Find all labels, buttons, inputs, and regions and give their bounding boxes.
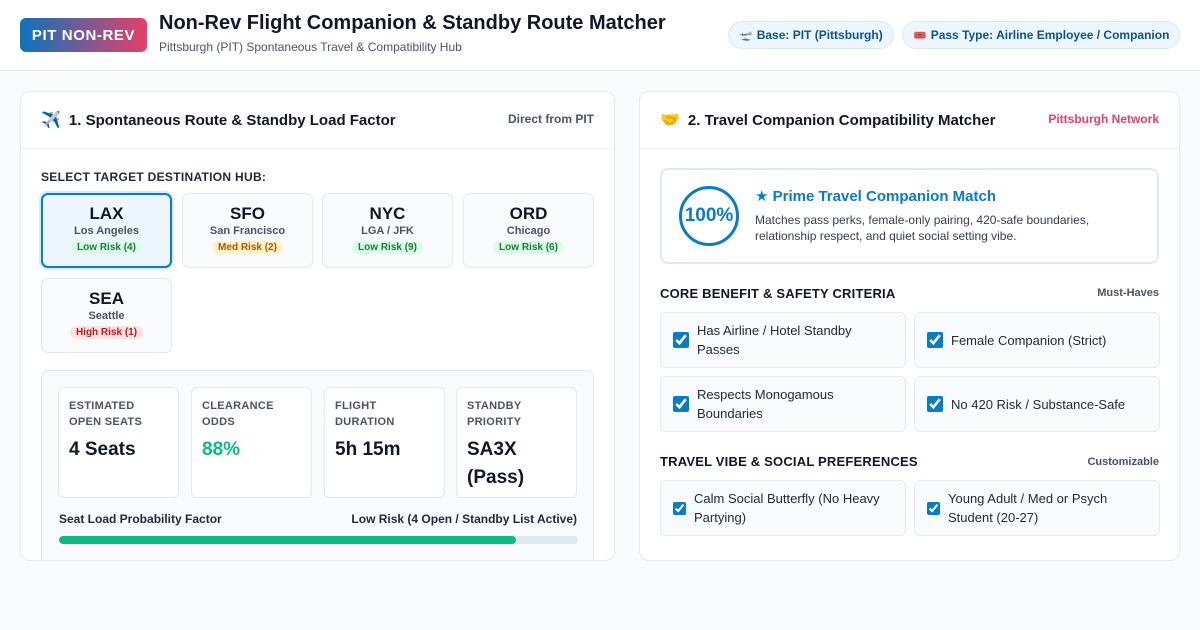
hub-city: San Francisco <box>209 225 286 237</box>
stat-clearance-odds: CLEARANCE ODDS 88% <box>191 387 312 498</box>
stat-value: SA3X (Pass) <box>467 439 525 488</box>
vibe-section-side: Customizable <box>1087 456 1159 468</box>
criteria-label: Has Airline / Hotel Standby Passes <box>697 323 852 357</box>
stat-open-seats: ESTIMATED OPEN SEATS 4 Seats <box>58 387 179 498</box>
route-panel-title: ✈️ 1. Spontaneous Route & Standby Load F… <box>41 110 396 130</box>
stat-standby-priority: STANDBY PRIORITY SA3X (Pass) <box>456 387 577 498</box>
risk-badge: High Risk (1) <box>69 326 144 339</box>
route-panel-title-text: 1. Spontaneous Route & Standby Load Fact… <box>68 111 396 129</box>
vibe-checkbox[interactable] <box>927 501 940 515</box>
load-factor-label: Seat Load Probability Factor <box>59 512 222 526</box>
base-badge: 🛫 Base: PIT (Pittsburgh) <box>728 21 894 49</box>
stat-value: 4 Seats <box>69 439 136 460</box>
hub-card-sea[interactable]: SEA Seattle High Risk (1) <box>41 278 172 353</box>
airplane-icon: ✈️ <box>41 112 61 129</box>
match-score-ring: 100% <box>679 186 739 246</box>
app-subtitle: Pittsburgh (PIT) Spontaneous Travel & Co… <box>159 40 462 54</box>
risk-badge: Low Risk (9) <box>352 241 423 254</box>
base-badge-label: Base: PIT (Pittsburgh) <box>756 28 883 42</box>
vibe-calm-social[interactable]: Calm Social Butterfly (No Heavy Partying… <box>660 480 906 536</box>
criteria-substance-safe[interactable]: No 420 Risk / Substance-Safe <box>914 376 1160 432</box>
stat-label: CLEARANCE ODDS <box>202 400 274 428</box>
criteria-checkbox[interactable] <box>927 332 943 348</box>
stat-label: STANDBY PRIORITY <box>467 400 522 428</box>
pass-type-badge: 🎟️ Pass Type: Airline Employee / Compani… <box>902 21 1180 49</box>
companion-panel-title-text: 2. Travel Companion Compatibility Matche… <box>687 111 996 129</box>
vibe-label: Calm Social Butterfly (No Heavy Partying… <box>694 491 880 525</box>
app-logo: PIT NON-REV <box>20 18 147 52</box>
criteria-checkbox[interactable] <box>673 396 689 412</box>
hub-card-ord[interactable]: ORD Chicago Low Risk (6) <box>463 193 594 268</box>
ticket-icon: 🎟️ <box>913 29 927 42</box>
risk-badge: Low Risk (6) <box>493 241 564 254</box>
criteria-standby-passes[interactable]: Has Airline / Hotel Standby Passes <box>660 312 906 368</box>
hub-code: SEA <box>89 289 124 308</box>
stat-label: ESTIMATED OPEN SEATS <box>69 400 143 428</box>
hub-section-label: SELECT TARGET DESTINATION HUB: <box>41 170 267 184</box>
criteria-female-companion[interactable]: Female Companion (Strict) <box>914 312 1160 368</box>
vibe-label: Young Adult / Med or Psych Student (20-2… <box>948 491 1108 525</box>
criteria-label: No 420 Risk / Substance-Safe <box>951 396 1126 412</box>
stat-value: 5h 15m <box>335 439 401 460</box>
vibe-section-label: TRAVEL VIBE & SOCIAL PREFERENCES <box>660 454 918 469</box>
hub-card-lax[interactable]: LAX Los Angeles Low Risk (4) <box>41 193 172 268</box>
stat-label: FLIGHT DURATION <box>335 400 395 428</box>
route-panel-tag: Direct from PIT <box>507 112 594 126</box>
vibe-checkbox[interactable] <box>673 501 686 515</box>
criteria-label: Respects Monogamous Boundaries <box>697 387 834 421</box>
hub-code: LAX <box>89 204 124 223</box>
companion-panel: 🤝 2. Travel Companion Compatibility Matc… <box>639 91 1180 561</box>
hub-card-nyc[interactable]: NYC LGA / JFK Low Risk (9) <box>322 193 453 268</box>
vibe-young-adult[interactable]: Young Adult / Med or Psych Student (20-2… <box>914 480 1160 536</box>
load-factor-bar <box>59 536 578 544</box>
route-panel: ✈️ 1. Spontaneous Route & Standby Load F… <box>20 91 615 561</box>
match-description: Matches pass perks, female-only pairing,… <box>755 213 1090 243</box>
companion-panel-title: 🤝 2. Travel Companion Compatibility Matc… <box>660 110 995 130</box>
load-factor-status: Low Risk (4 Open / Standby List Active) <box>351 512 577 526</box>
hub-city: LGA / JFK <box>361 225 414 237</box>
standby-stats-box: ESTIMATED OPEN SEATS 4 Seats CLEARANCE O… <box>41 370 594 560</box>
stat-value: 88% <box>202 439 241 460</box>
hub-card-sfo[interactable]: SFO San Francisco Med Risk (2) <box>182 193 313 268</box>
stat-flight-duration: FLIGHT DURATION 5h 15m <box>324 387 445 498</box>
hub-code: SFO <box>230 204 265 223</box>
handshake-icon: 🤝 <box>660 112 680 129</box>
hub-city: Los Angeles <box>74 225 139 237</box>
airplane-icon: 🛫 <box>739 29 753 42</box>
criteria-checkbox[interactable] <box>927 396 943 412</box>
criteria-section-side: Must-Haves <box>1097 287 1159 299</box>
app-title: Non-Rev Flight Companion & Standby Route… <box>159 12 666 34</box>
companion-panel-tag: Pittsburgh Network <box>1048 112 1159 126</box>
match-card: 100% ★ Prime Travel Companion Match Matc… <box>660 168 1159 264</box>
hub-city: Chicago <box>506 225 551 237</box>
match-title: ★ Prime Travel Companion Match <box>755 188 997 205</box>
risk-badge: Low Risk (4) <box>71 241 142 254</box>
hub-code: ORD <box>509 204 548 223</box>
criteria-section-label: CORE BENEFIT & SAFETY CRITERIA <box>660 286 896 301</box>
pass-type-badge-label: Pass Type: Airline Employee / Companion <box>930 28 1170 42</box>
load-factor-fill <box>59 536 516 544</box>
hub-city: Seattle <box>88 310 125 322</box>
hub-code: NYC <box>369 204 406 223</box>
criteria-checkbox[interactable] <box>673 332 689 348</box>
risk-badge: Med Risk (2) <box>212 241 283 254</box>
app-header: PIT NON-REV Non-Rev Flight Companion & S… <box>0 0 1200 71</box>
route-panel-header: ✈️ 1. Spontaneous Route & Standby Load F… <box>21 92 614 149</box>
companion-panel-header: 🤝 2. Travel Companion Compatibility Matc… <box>640 92 1179 149</box>
criteria-label: Female Companion (Strict) <box>951 332 1107 348</box>
criteria-monogamous-boundaries[interactable]: Respects Monogamous Boundaries <box>660 376 906 432</box>
